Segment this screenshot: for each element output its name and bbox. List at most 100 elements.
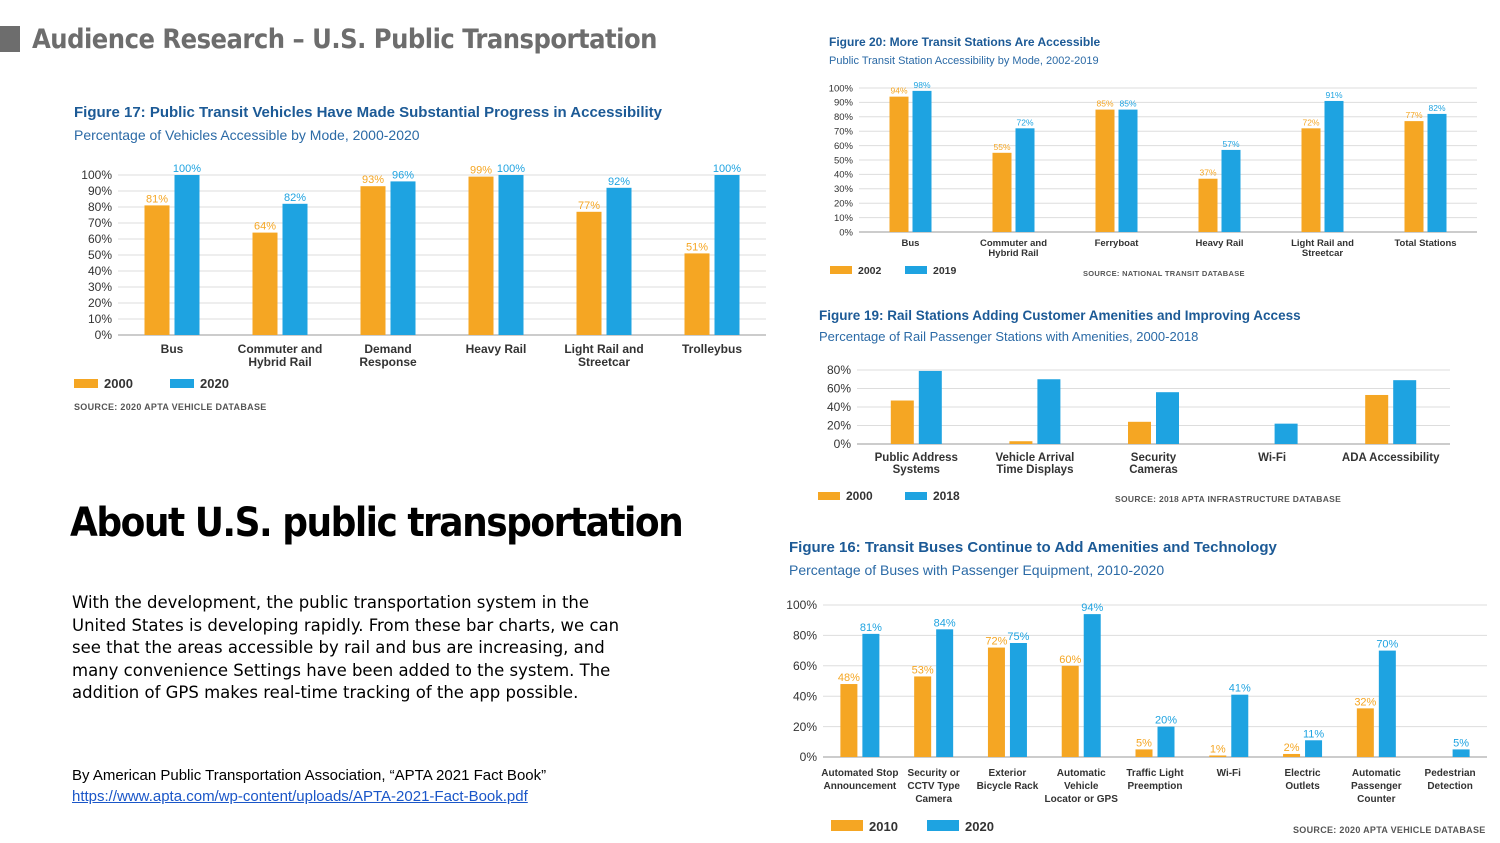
data-label: 37% (1199, 168, 1216, 178)
bar-2000 (468, 176, 494, 335)
figure-16-chart: Figure 16: Transit Buses Continue to Add… (786, 539, 1487, 835)
y-tick-label: 40% (834, 170, 854, 181)
figure-19-subtitle: Percentage of Rail Passenger Stations wi… (819, 329, 1198, 344)
figure-20-chart: Figure 20: More Transit Stations Are Acc… (829, 35, 1477, 278)
bar-2020 (1083, 614, 1101, 757)
data-label: 85% (1096, 99, 1113, 109)
y-tick-label: 0% (800, 750, 818, 764)
y-tick-label: 0% (95, 328, 113, 342)
y-tick-label: 80% (834, 112, 854, 123)
y-tick-label: 0% (834, 437, 852, 451)
y-tick-label: 60% (88, 232, 112, 246)
data-label: 100% (497, 163, 525, 175)
category-label: Bus (161, 342, 184, 356)
data-label: 20% (1155, 715, 1177, 727)
bar-2010 (1356, 708, 1374, 757)
legend-label: 2000 (104, 376, 133, 391)
bar-2010 (987, 647, 1005, 757)
data-label: 57% (1222, 139, 1239, 149)
bar-2020 (498, 175, 524, 335)
figure-16-title: Figure 16: Transit Buses Continue to Add… (789, 539, 1277, 556)
bar-2020 (1452, 749, 1470, 757)
data-label: 93% (362, 174, 384, 186)
data-label: 60% (1059, 654, 1081, 666)
category-label: Vehicle Arrival Time Displays (995, 452, 1074, 476)
bar-2000 (1365, 394, 1389, 444)
legend-swatch (927, 820, 959, 831)
legend-label: 2020 (965, 819, 994, 834)
category-label: Security or CCTV Type Camera (907, 768, 960, 805)
bar-2002 (1198, 178, 1218, 232)
data-label: 85% (1119, 99, 1136, 109)
bar-2018 (918, 370, 942, 444)
category-label: Automatic Vehicle Locator or GPS (1045, 768, 1119, 805)
bar-2010 (840, 684, 858, 757)
bar-2002 (1095, 109, 1115, 232)
category-label: Automatic Passenger Counter (1351, 768, 1402, 805)
y-tick-label: 80% (793, 629, 817, 643)
title-accent-square (0, 26, 20, 52)
y-tick-label: 20% (88, 296, 112, 310)
bar-2020 (282, 203, 308, 335)
y-tick-label: 10% (834, 213, 854, 224)
data-label: 94% (890, 86, 907, 96)
category-label: Light Rail and Streetcar (564, 342, 643, 369)
bar-2000 (684, 253, 710, 335)
bar-2018 (1274, 423, 1298, 444)
bar-2019 (1427, 113, 1447, 232)
bar-2020 (606, 187, 632, 335)
fact-book-link[interactable]: https://www.apta.com/wp-content/uploads/… (72, 788, 528, 805)
figure-20-source: SOURCE: NATIONAL TRANSIT DATABASE (1083, 269, 1245, 278)
y-tick-label: 100% (786, 598, 817, 612)
category-label: Automated Stop Announcement (821, 768, 898, 792)
legend-swatch (905, 266, 927, 274)
data-label: 55% (993, 142, 1010, 152)
data-label: 81% (146, 193, 168, 205)
bar-2002 (992, 152, 1012, 232)
category-label: Pedestrian Detection (1425, 768, 1476, 792)
bar-2020 (862, 633, 880, 757)
bar-2000 (144, 205, 170, 335)
legend-swatch (831, 820, 863, 831)
bar-2020 (936, 629, 954, 757)
data-label: 92% (608, 176, 630, 188)
data-label: 48% (838, 672, 860, 684)
category-label: Ferryboat (1095, 238, 1140, 249)
y-tick-label: 30% (88, 280, 112, 294)
data-label: 98% (913, 80, 930, 90)
category-label: Heavy Rail (466, 342, 527, 356)
bar-2020 (1305, 740, 1323, 757)
legend-swatch (74, 379, 98, 388)
data-label: 70% (1376, 639, 1398, 651)
category-label: Wi-Fi (1217, 768, 1242, 779)
legend-label: 2018 (933, 489, 960, 503)
figure-16-subtitle: Percentage of Buses with Passenger Equip… (789, 562, 1164, 578)
legend-swatch (830, 266, 852, 274)
y-tick-label: 20% (793, 720, 817, 734)
data-label: 99% (470, 165, 492, 177)
bar-2010 (1061, 665, 1079, 757)
bar-2010 (1135, 749, 1153, 757)
bar-2000 (890, 400, 914, 444)
bar-2000 (576, 211, 602, 335)
source-credit: By American Public Transportation Associ… (72, 767, 547, 784)
figure-17-chart: Figure 17: Public Transit Vehicles Have … (74, 104, 766, 412)
legend-swatch (818, 492, 840, 500)
bar-2000 (360, 186, 386, 335)
category-label: ADA Accessibility (1342, 452, 1440, 464)
bar-2020 (1009, 643, 1027, 757)
legend-swatch (905, 492, 927, 500)
bar-2000 (1128, 421, 1151, 444)
data-label: 72% (1302, 117, 1319, 127)
y-tick-label: 60% (827, 382, 851, 396)
figure-19-source: SOURCE: 2018 APTA INFRASTRUCTURE DATABAS… (1115, 494, 1341, 504)
data-label: 91% (1325, 90, 1342, 100)
data-label: 5% (1136, 737, 1152, 749)
category-label: Bus (902, 238, 920, 249)
data-label: 51% (686, 241, 708, 253)
bar-2020 (390, 181, 416, 335)
bar-2000 (252, 232, 278, 335)
category-label: Commuter and Hybrid Rail (238, 342, 323, 369)
category-label: Traffic Light Preemption (1126, 768, 1184, 792)
figure-17-source: SOURCE: 2020 APTA VEHICLE DATABASE (74, 402, 267, 412)
